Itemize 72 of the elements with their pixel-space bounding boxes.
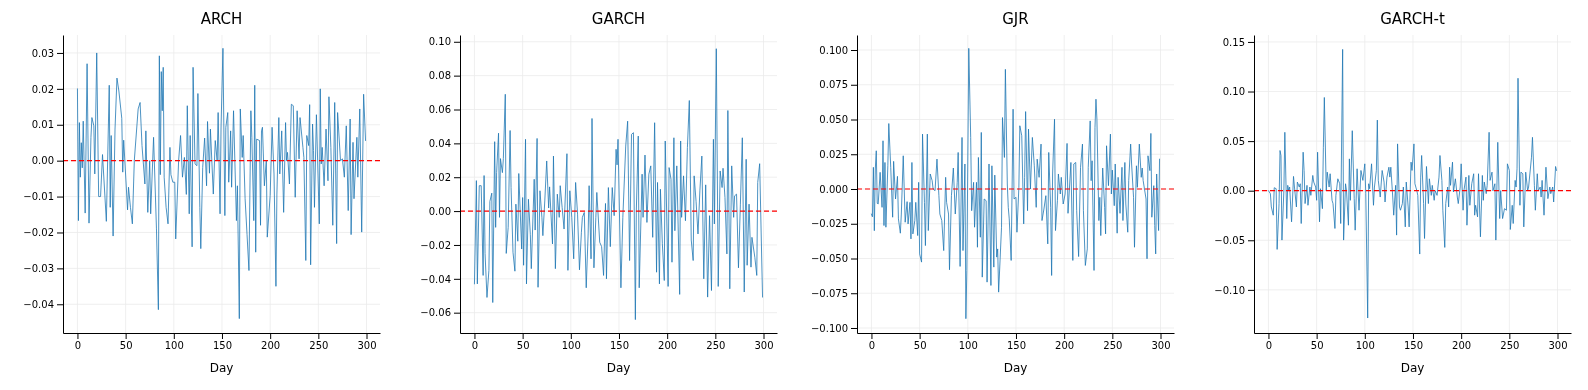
x-tick-label: 50: [1310, 340, 1324, 352]
y-tick-label: 0.02: [428, 171, 451, 183]
x-tick-label: 100: [1355, 340, 1375, 352]
y-tick-label: 0.025: [819, 148, 848, 160]
x-tick-label: 200: [261, 340, 281, 352]
line-series: [1268, 48, 1557, 319]
y-tick-label: 0.00: [31, 155, 54, 167]
y-tick-label: 0.05: [1222, 135, 1245, 147]
y-tick-label: −0.050: [810, 253, 848, 265]
x-tick-label: 150: [609, 340, 630, 352]
y-tick-label: −0.02: [420, 239, 451, 251]
x-tick-label: 250: [309, 340, 329, 352]
y-tick-label: 0.050: [819, 114, 848, 126]
line-series: [474, 48, 763, 321]
y-tick-label: 0.04: [428, 138, 451, 150]
y-tick-label: 0.10: [428, 36, 451, 48]
y-tick-label: 0.15: [1222, 36, 1245, 48]
x-tick-label: 0: [868, 340, 876, 352]
y-tick-label: 0.00: [428, 205, 451, 217]
y-tick-label: 0.01: [31, 119, 54, 131]
x-tick-label: 250: [706, 340, 726, 352]
chart-title: ARCH: [200, 10, 243, 28]
chart-title: GARCH-t: [1380, 10, 1445, 28]
x-tick-label: 200: [1452, 340, 1472, 352]
y-tick-label: −0.05: [1214, 234, 1245, 246]
x-axis-title: Day: [1400, 361, 1425, 375]
y-tick-label: 0.03: [31, 47, 54, 59]
line-series: [77, 47, 366, 320]
y-tick-label: 0.06: [428, 104, 451, 116]
x-tick-label: 100: [958, 340, 978, 352]
chart-title: GARCH: [591, 10, 646, 28]
x-tick-label: 150: [212, 340, 233, 352]
x-tick-label: 300: [1151, 340, 1171, 352]
y-tick-label: −0.100: [810, 322, 848, 334]
y-tick-label: −0.025: [810, 218, 848, 230]
chart-title: GJR: [1002, 10, 1029, 28]
x-tick-label: 150: [1403, 340, 1424, 352]
y-tick-label: −0.04: [420, 273, 451, 285]
x-axis-title: Day: [606, 361, 631, 375]
x-tick-label: 100: [164, 340, 184, 352]
y-tick-label: −0.02: [23, 227, 54, 239]
y-tick-label: 0.100: [819, 44, 848, 56]
x-tick-label: 200: [1055, 340, 1075, 352]
y-tick-label: −0.01: [23, 191, 54, 203]
x-tick-label: 0: [471, 340, 479, 352]
x-tick-label: 0: [74, 340, 82, 352]
y-tick-label: −0.06: [420, 307, 451, 319]
x-tick-label: 300: [357, 340, 377, 352]
x-tick-label: 250: [1500, 340, 1520, 352]
y-tick-label: 0.02: [31, 83, 54, 95]
x-tick-label: 0: [1265, 340, 1273, 352]
x-tick-label: 100: [561, 340, 581, 352]
x-tick-label: 300: [754, 340, 774, 352]
y-tick-label: −0.10: [1214, 284, 1245, 296]
x-tick-label: 150: [1006, 340, 1027, 352]
y-tick-label: −0.03: [23, 263, 54, 275]
x-tick-label: 50: [516, 340, 530, 352]
y-tick-label: −0.04: [23, 298, 54, 310]
y-tick-label: 0.08: [428, 70, 451, 82]
y-tick-label: 0.075: [819, 79, 848, 91]
x-axis-title: Day: [209, 361, 234, 375]
y-tick-label: 0.000: [819, 183, 848, 195]
x-tick-label: 250: [1103, 340, 1123, 352]
y-tick-label: −0.075: [810, 287, 848, 299]
x-tick-label: 300: [1548, 340, 1568, 352]
x-tick-label: 50: [913, 340, 927, 352]
y-tick-label: 0.00: [1222, 185, 1245, 197]
x-tick-label: 50: [119, 340, 133, 352]
x-axis-title: Day: [1003, 361, 1028, 375]
x-tick-label: 200: [658, 340, 678, 352]
line-series: [871, 47, 1160, 320]
y-tick-label: 0.10: [1222, 86, 1245, 98]
